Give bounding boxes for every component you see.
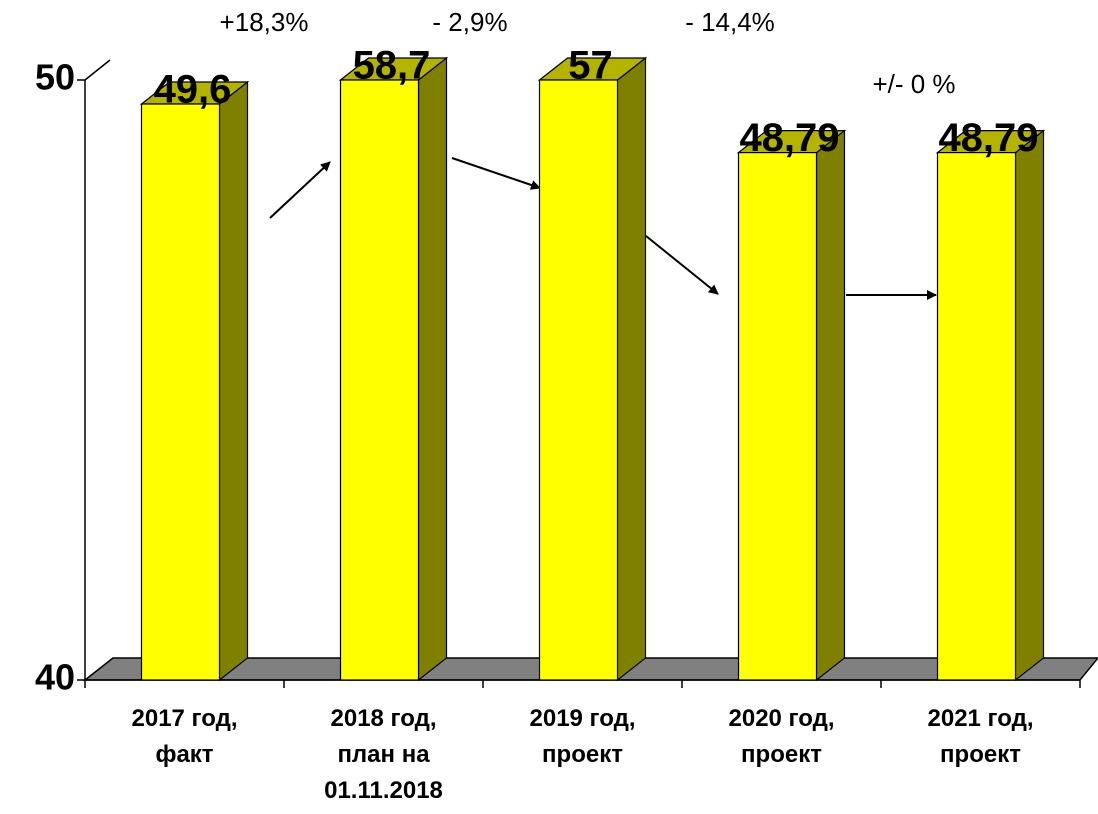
- annotation: +/- 0 %: [872, 69, 955, 99]
- value-label: 58,7: [353, 44, 431, 88]
- annotation: +18,3%: [220, 7, 309, 37]
- value-label: 48,79: [739, 116, 839, 160]
- arrows: [269, 157, 937, 300]
- bar-front: [538, 79, 619, 681]
- x-tick-label: 2017 год, факт: [132, 705, 238, 768]
- bar-side: [1014, 129, 1045, 682]
- x-tick-label: 2020 год, проект: [729, 705, 835, 768]
- value-label: 48,79: [938, 116, 1038, 160]
- bar-front: [936, 152, 1017, 681]
- bar-side: [616, 56, 647, 682]
- bar-front: [737, 152, 818, 681]
- bar: [139, 80, 250, 682]
- x-tick-label: 2018 год, план на 01.11.2018: [324, 705, 443, 804]
- bar-side: [417, 56, 448, 682]
- bar: [537, 56, 648, 682]
- y-tick-label: 50: [35, 57, 75, 98]
- y-tick-label: 40: [35, 657, 75, 698]
- bar: [736, 129, 847, 682]
- bar: [935, 129, 1046, 682]
- annotation: - 14,4%: [685, 7, 775, 37]
- x-tick-label: 2019 год, проект: [530, 705, 636, 768]
- bar-side: [218, 80, 249, 682]
- bar-front: [339, 79, 420, 681]
- value-label: 57: [568, 44, 613, 88]
- bar: [338, 56, 449, 682]
- x-tick-label: 2021 год, проект: [928, 705, 1034, 768]
- wall-edge: [84, 59, 111, 81]
- bar-front: [140, 103, 221, 681]
- annotation: - 2,9%: [432, 7, 507, 37]
- bar-side: [815, 129, 846, 682]
- value-label: 49,6: [154, 68, 232, 112]
